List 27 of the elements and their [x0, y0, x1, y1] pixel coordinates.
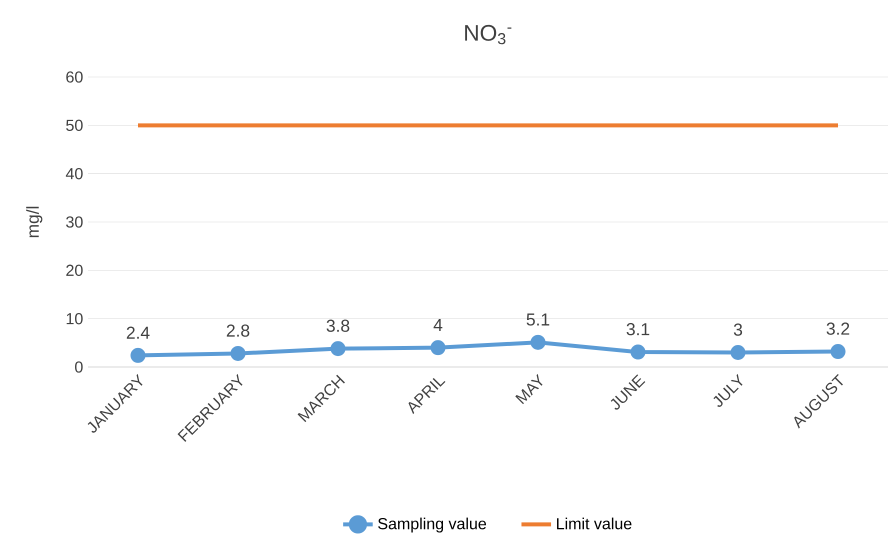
- data-label: 4: [434, 319, 442, 331]
- point: [830, 344, 846, 360]
- y-tick-label: 60: [66, 71, 83, 83]
- y-tick-label: 30: [66, 216, 83, 228]
- legend-label: Sampling value: [378, 518, 486, 533]
- y-tick-label: 40: [66, 168, 83, 180]
- y-tick-label: 0: [75, 361, 83, 373]
- y-tick-label: 10: [66, 313, 83, 324]
- point: [330, 341, 346, 356]
- y-axis-title: mg/l: [26, 206, 42, 238]
- point: [730, 345, 746, 360]
- y-tick-label: 20: [66, 264, 83, 276]
- chart-title: NO$_{3}$-: [465, 24, 512, 44]
- data-label: 5.1: [526, 314, 550, 326]
- point: [130, 348, 146, 363]
- data-label: 3.8: [326, 320, 350, 332]
- data-label: 3: [734, 324, 742, 336]
- point: [430, 340, 446, 356]
- legend-label: Limit value: [557, 518, 632, 530]
- data-label: 3.2: [826, 322, 850, 335]
- data-label: 2.8: [226, 324, 250, 337]
- point: [630, 344, 646, 360]
- data-label: 3.1: [626, 323, 650, 336]
- data-label: 2.4: [126, 326, 150, 339]
- y-tick-label: 50: [66, 120, 83, 131]
- point: [530, 334, 546, 350]
- point: [230, 346, 246, 361]
